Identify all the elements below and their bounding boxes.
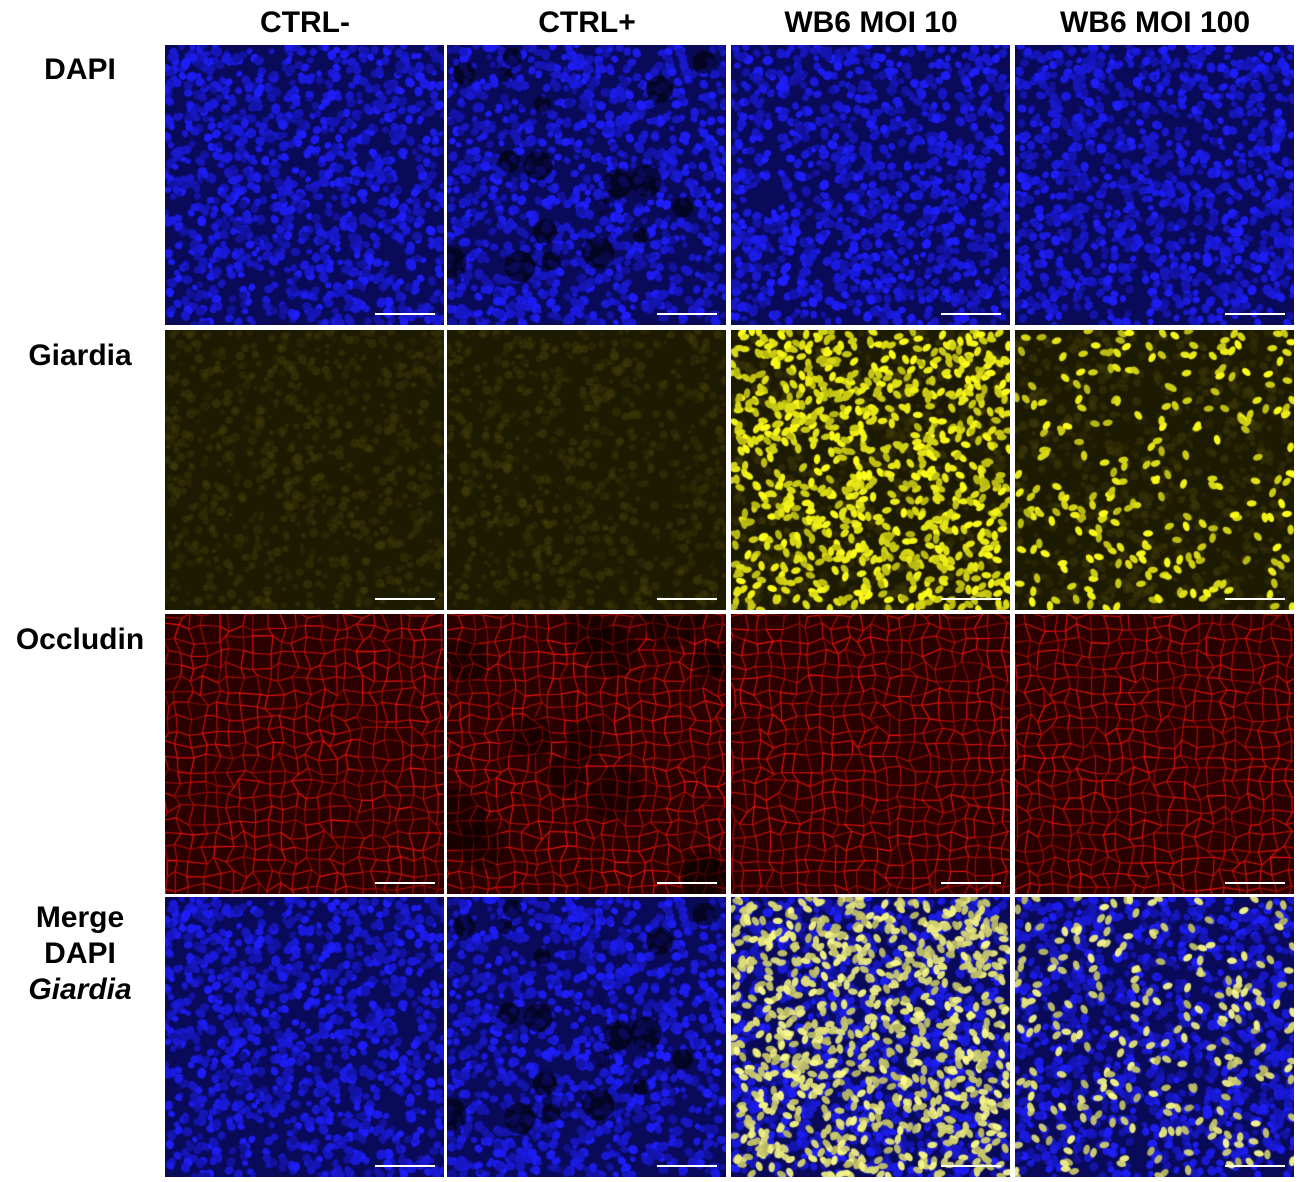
scale-bar [657,882,717,884]
panel-dapi-col2 [447,45,726,325]
column-label-ctrl-pos: CTRL+ [538,6,636,39]
scale-bar [1225,313,1285,315]
row-label-occludin: Occludin [15,623,145,656]
panel-giardia-col1 [165,330,444,610]
panel-merge-col1 [165,897,444,1177]
scale-bar [1225,598,1285,600]
panel-merge-col2 [447,897,726,1177]
row-label-dapi: DAPI [44,53,116,86]
micrograph-image [731,897,1010,1177]
micrograph-image [165,45,444,325]
micrograph-image [165,897,444,1177]
scale-bar [657,1165,717,1167]
scale-bar [375,882,435,884]
row-label-merge-giardia: Giardia [28,973,132,1006]
scale-bar [375,313,435,315]
micrograph-image [447,330,726,610]
panel-occludin-col2 [447,614,726,894]
column-label-wb6-moi10: WB6 MOI 10 [784,6,958,39]
row-label-giardia: Giardia [28,339,132,372]
scale-bar [941,882,1001,884]
panel-occludin-col1 [165,614,444,894]
panel-giardia-col4 [1015,330,1294,610]
scale-bar [657,598,717,600]
micrograph-image [731,614,1010,894]
panel-occludin-col4 [1015,614,1294,894]
scale-bar [941,1165,1001,1167]
micrograph-image [1015,45,1294,325]
row-label-merge: Merge DAPI Giardia [0,900,160,1008]
micrograph-image [447,45,726,325]
scale-bar [1225,1165,1285,1167]
column-label-wb6-moi100: WB6 MOI 100 [1059,6,1251,39]
row-label-merge-line2: DAPI [44,937,116,970]
scale-bar [1225,882,1285,884]
scale-bar [375,1165,435,1167]
panel-dapi-col1 [165,45,444,325]
scale-bar [941,598,1001,600]
column-label-ctrl-neg: CTRL- [260,6,350,39]
panel-merge-col4 [1015,897,1294,1177]
panel-dapi-col3 [731,45,1010,325]
scale-bar [657,313,717,315]
micrograph-image [447,897,726,1177]
micrograph-image [1015,897,1294,1177]
panel-giardia-col2 [447,330,726,610]
micrograph-image [1015,330,1294,610]
panel-occludin-col3 [731,614,1010,894]
micrograph-image [165,614,444,894]
panel-merge-col3 [731,897,1010,1177]
row-label-merge-line1: Merge [35,901,125,934]
micrograph-image [731,330,1010,610]
scale-bar [941,313,1001,315]
scale-bar [375,598,435,600]
micrograph-image [165,330,444,610]
panel-giardia-col3 [731,330,1010,610]
panel-dapi-col4 [1015,45,1294,325]
micrograph-image [1015,614,1294,894]
micrograph-image [447,614,726,894]
micrograph-image [731,45,1010,325]
row-label-merge-line3: Giardia [0,972,160,1008]
